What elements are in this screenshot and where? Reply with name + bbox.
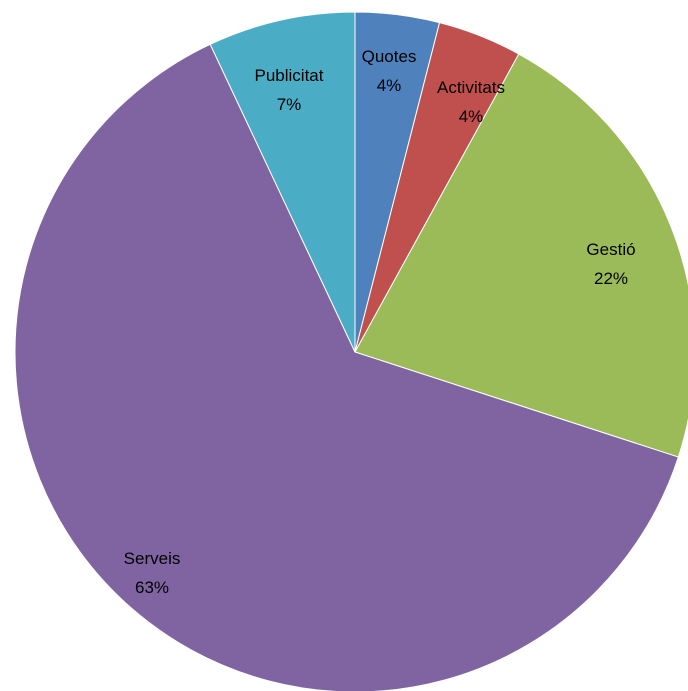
pie-slice-serveis [14, 43, 679, 691]
data-label-serveis-value: 63% [135, 578, 169, 597]
data-label-activitats-name: Activitats [437, 78, 505, 97]
data-label-activitats-value: 4% [459, 107, 484, 126]
pie-slice-publicitat [209, 11, 356, 353]
data-label-activitats: Activitats 4% [437, 78, 505, 126]
data-label-gestio: Gestió 22% [586, 240, 635, 288]
data-label-quotes: Quotes 4% [362, 47, 417, 95]
data-label-publicitat-name: Publicitat [255, 66, 324, 85]
data-label-serveis: Serveis 63% [124, 549, 181, 597]
pie-slice-gestio [354, 53, 688, 458]
data-label-serveis-name: Serveis [124, 549, 181, 568]
data-label-quotes-value: 4% [377, 76, 402, 95]
data-label-publicitat: Publicitat 7% [255, 66, 324, 114]
data-label-gestio-value: 22% [594, 269, 628, 288]
data-label-quotes-name: Quotes [362, 47, 417, 66]
data-label-publicitat-value: 7% [277, 95, 302, 114]
data-label-gestio-name: Gestió [586, 240, 635, 259]
pie-labels: Quotes 4% Activitats 4% Gestió 22% Serveis 63% P… [124, 47, 636, 597]
pie-slices [14, 11, 688, 691]
